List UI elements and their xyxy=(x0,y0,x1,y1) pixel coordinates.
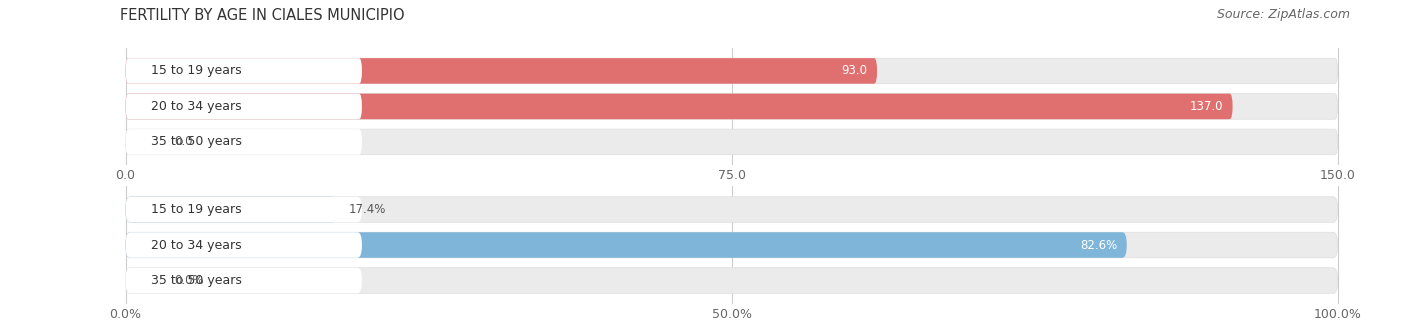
FancyBboxPatch shape xyxy=(125,232,361,258)
Text: 20 to 34 years: 20 to 34 years xyxy=(150,100,242,113)
FancyBboxPatch shape xyxy=(125,94,1233,119)
Text: 15 to 19 years: 15 to 19 years xyxy=(150,64,242,78)
FancyBboxPatch shape xyxy=(125,197,361,222)
Text: 35 to 50 years: 35 to 50 years xyxy=(150,135,242,148)
FancyBboxPatch shape xyxy=(125,58,1337,84)
FancyBboxPatch shape xyxy=(125,268,1337,293)
FancyBboxPatch shape xyxy=(125,232,1126,258)
FancyBboxPatch shape xyxy=(125,232,1337,258)
Text: 17.4%: 17.4% xyxy=(349,203,387,216)
Text: 15 to 19 years: 15 to 19 years xyxy=(150,203,242,216)
FancyBboxPatch shape xyxy=(125,129,361,155)
Text: 93.0: 93.0 xyxy=(841,64,868,78)
FancyBboxPatch shape xyxy=(125,268,361,293)
FancyBboxPatch shape xyxy=(125,58,361,84)
Text: FERTILITY BY AGE IN CIALES MUNICIPIO: FERTILITY BY AGE IN CIALES MUNICIPIO xyxy=(120,8,404,23)
Text: 35 to 50 years: 35 to 50 years xyxy=(150,274,242,287)
FancyBboxPatch shape xyxy=(125,197,1337,222)
Text: 0.0%: 0.0% xyxy=(174,274,204,287)
FancyBboxPatch shape xyxy=(125,58,877,84)
FancyBboxPatch shape xyxy=(125,129,1337,155)
FancyBboxPatch shape xyxy=(125,197,336,222)
FancyBboxPatch shape xyxy=(125,94,1337,119)
Text: 82.6%: 82.6% xyxy=(1080,239,1116,251)
Text: 20 to 34 years: 20 to 34 years xyxy=(150,239,242,251)
Text: 0.0: 0.0 xyxy=(174,135,193,148)
FancyBboxPatch shape xyxy=(125,94,361,119)
Text: 137.0: 137.0 xyxy=(1189,100,1223,113)
Text: Source: ZipAtlas.com: Source: ZipAtlas.com xyxy=(1216,8,1350,21)
